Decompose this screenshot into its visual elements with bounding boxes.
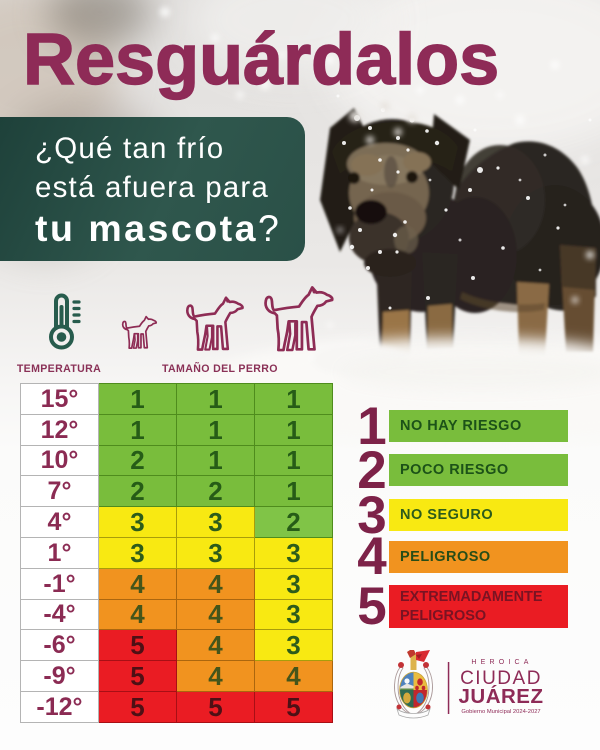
svg-text:Gobierno Municipal 2024-2027: Gobierno Municipal 2024-2027 [461, 709, 540, 715]
svg-text:CIUDAD: CIUDAD [460, 668, 542, 689]
svg-text:JUÁREZ: JUÁREZ [458, 685, 543, 708]
svg-text:HEROICA: HEROICA [471, 659, 532, 666]
